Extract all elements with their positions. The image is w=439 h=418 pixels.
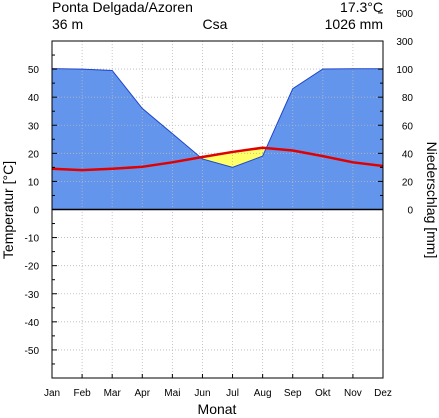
humid-area-segment: [200, 156, 203, 210]
x-tick-label: Jun: [194, 388, 210, 399]
humid-area-segment: [352, 162, 384, 210]
annual-precipitation: 1026 mm: [325, 16, 383, 32]
y-axis-title-left: Temperatur [°C]: [0, 161, 16, 259]
x-tick-label: Apr: [134, 388, 150, 399]
left-tick-label: -40: [25, 318, 40, 329]
x-tick-label: Jul: [226, 388, 239, 399]
humid-area-segment: [51, 168, 83, 210]
temperature-line: [51, 146, 384, 172]
precipitation-areas: [51, 68, 384, 210]
humid-area-segment: [111, 166, 143, 210]
left-tick-label: 40: [28, 93, 40, 104]
x-tick-label: Okt: [315, 388, 331, 399]
right-tick-label: 40: [402, 149, 414, 160]
humid-area-segment: [322, 68, 354, 163]
humid-area-segment: [81, 68, 113, 171]
left-tick-label: -30: [25, 290, 40, 301]
right-tick-label: 300: [396, 37, 413, 48]
climate-class: Csa: [203, 16, 228, 32]
humid-area-segment: [142, 162, 173, 210]
humid-area-segment: [81, 168, 113, 210]
axes: -50-40-30-20-100102030405002040608010030…: [25, 9, 414, 399]
humid-area-segment: [51, 68, 83, 171]
series-lines: [51, 68, 384, 172]
humid-area-segment: [172, 157, 201, 210]
x-tick-label: Mar: [104, 388, 122, 399]
y-axis-title-right: Niederschlag [mm]: [424, 142, 439, 259]
station-name: Ponta Delgada/Azoren: [52, 0, 193, 15]
right-tick-label: 500: [396, 9, 413, 20]
right-tick-label: 100: [396, 65, 413, 76]
right-tick-label: 80: [402, 93, 414, 104]
left-tick-label: -50: [25, 346, 40, 357]
left-tick-label: 20: [28, 149, 40, 160]
x-tick-label: Aug: [254, 388, 272, 399]
right-tick-label: 60: [402, 121, 414, 132]
left-tick-label: 50: [28, 65, 40, 76]
humid-area-segment: [265, 147, 293, 210]
right-tick-label: 20: [402, 177, 414, 188]
x-axis-title: Monat: [198, 401, 237, 417]
station-elevation: 36 m: [52, 16, 83, 32]
left-tick-label: 0: [33, 206, 39, 217]
x-tick-label: Dez: [374, 388, 392, 399]
x-tick-label: Sep: [284, 388, 302, 399]
left-tick-label: -10: [25, 234, 40, 245]
right-tick-label: 0: [407, 206, 413, 217]
left-tick-label: -20: [25, 262, 40, 273]
x-tick-label: Mai: [164, 388, 180, 399]
x-tick-label: Jan: [44, 388, 60, 399]
humid-area-segment: [292, 150, 324, 210]
left-tick-label: 10: [28, 177, 40, 188]
mean-temperature: 17.3°C: [340, 0, 383, 15]
humid-area-segment: [322, 155, 354, 210]
left-tick-label: 30: [28, 121, 40, 132]
humid-area-segment: [262, 147, 267, 210]
humid-area-segment: [352, 68, 384, 167]
precipitation-line: [51, 68, 383, 168]
x-tick-label: Nov: [344, 388, 362, 399]
x-tick-label: Feb: [73, 388, 91, 399]
